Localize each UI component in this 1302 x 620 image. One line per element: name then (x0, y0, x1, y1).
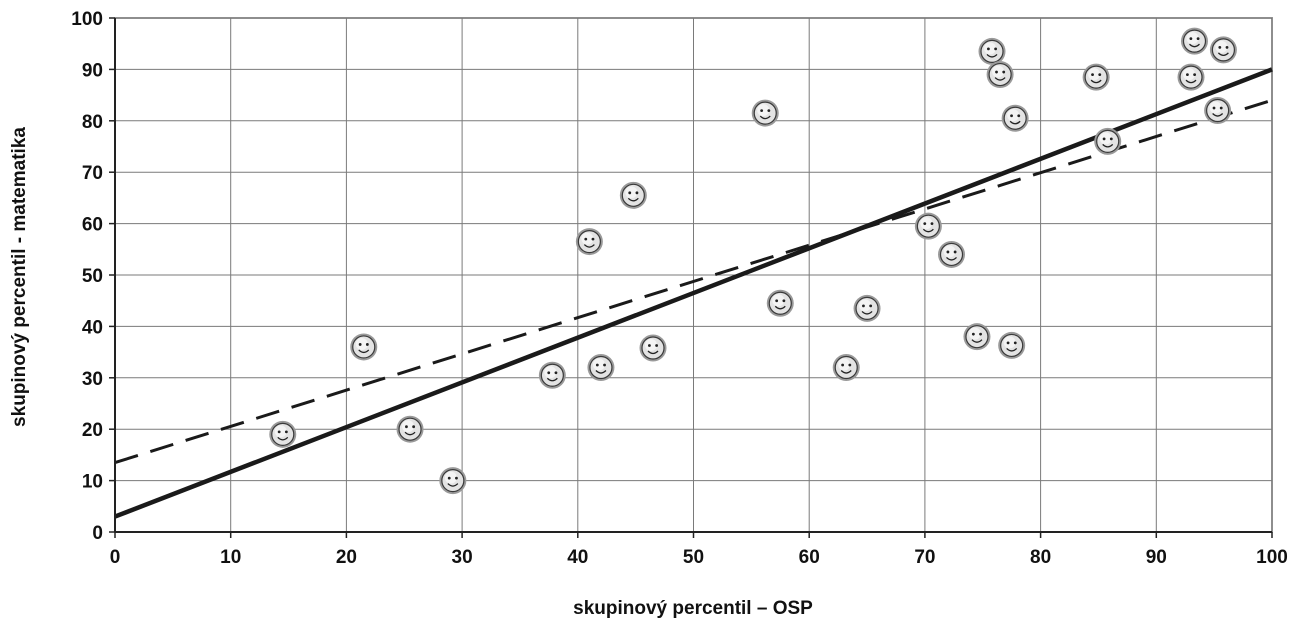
smiley-point (1177, 63, 1205, 91)
smiley-point (938, 240, 966, 268)
x-tick-label: 40 (567, 547, 588, 568)
smiley-point (538, 361, 566, 389)
smiley-point (832, 354, 860, 382)
y-tick-label: 80 (82, 112, 103, 133)
y-tick-label: 20 (82, 420, 103, 441)
smiley-point (587, 354, 615, 382)
y-tick-label: 100 (71, 9, 103, 30)
smiley-point (914, 212, 942, 240)
smiley-point (1094, 127, 1122, 155)
x-tick-label: 90 (1146, 547, 1167, 568)
y-tick-label: 30 (82, 369, 103, 390)
smiley-point (1209, 36, 1237, 64)
y-tick-label: 50 (82, 266, 103, 287)
smiley-point (978, 37, 1006, 65)
smiley-point (439, 467, 467, 495)
smiley-point (269, 420, 297, 448)
x-tick-label: 70 (914, 547, 935, 568)
y-tick-label: 10 (82, 472, 103, 493)
y-axis-label: skupinový percentil - matematika (9, 127, 30, 427)
solid-trend-line (114, 67, 1273, 519)
smiley-point (1180, 27, 1208, 55)
dashed-trend-line (114, 98, 1273, 465)
smiley-point (751, 99, 779, 127)
y-tick-label: 70 (82, 163, 103, 184)
trend-lines (114, 67, 1273, 519)
smiley-point (350, 333, 378, 361)
smiley-point (1001, 104, 1029, 132)
smiley-point (396, 415, 424, 443)
y-axis-ticks: 0 10 20 30 40 50 60 70 80 90 100 (71, 9, 115, 544)
smiley-point (1082, 63, 1110, 91)
smiley-point (963, 323, 991, 351)
gridlines (115, 17, 1273, 532)
y-tick-label: 60 (82, 215, 103, 236)
smiley-point (986, 61, 1014, 89)
smiley-point (1204, 97, 1232, 125)
y-tick-label: 90 (82, 60, 103, 81)
y-tick-label: 0 (92, 523, 103, 544)
smiley-point (853, 294, 881, 322)
x-axis-ticks: 0 10 20 30 40 50 60 70 80 90 100 (110, 532, 1288, 568)
x-tick-label: 20 (336, 547, 357, 568)
smiley-point (766, 289, 794, 317)
smiley-point (998, 331, 1026, 359)
x-tick-label: 80 (1030, 547, 1051, 568)
x-tick-label: 100 (1256, 547, 1288, 568)
smiley-point (639, 334, 667, 362)
x-tick-label: 60 (799, 547, 820, 568)
y-tick-label: 40 (82, 317, 103, 338)
smiley-point (575, 228, 603, 256)
smiley-point (619, 181, 647, 209)
x-tick-label: 50 (683, 547, 704, 568)
data-points (269, 27, 1237, 495)
x-axis-label: skupinový percentil – OSP (573, 598, 813, 619)
x-tick-label: 30 (452, 547, 473, 568)
x-tick-label: 10 (220, 547, 241, 568)
x-tick-label: 0 (110, 547, 121, 568)
